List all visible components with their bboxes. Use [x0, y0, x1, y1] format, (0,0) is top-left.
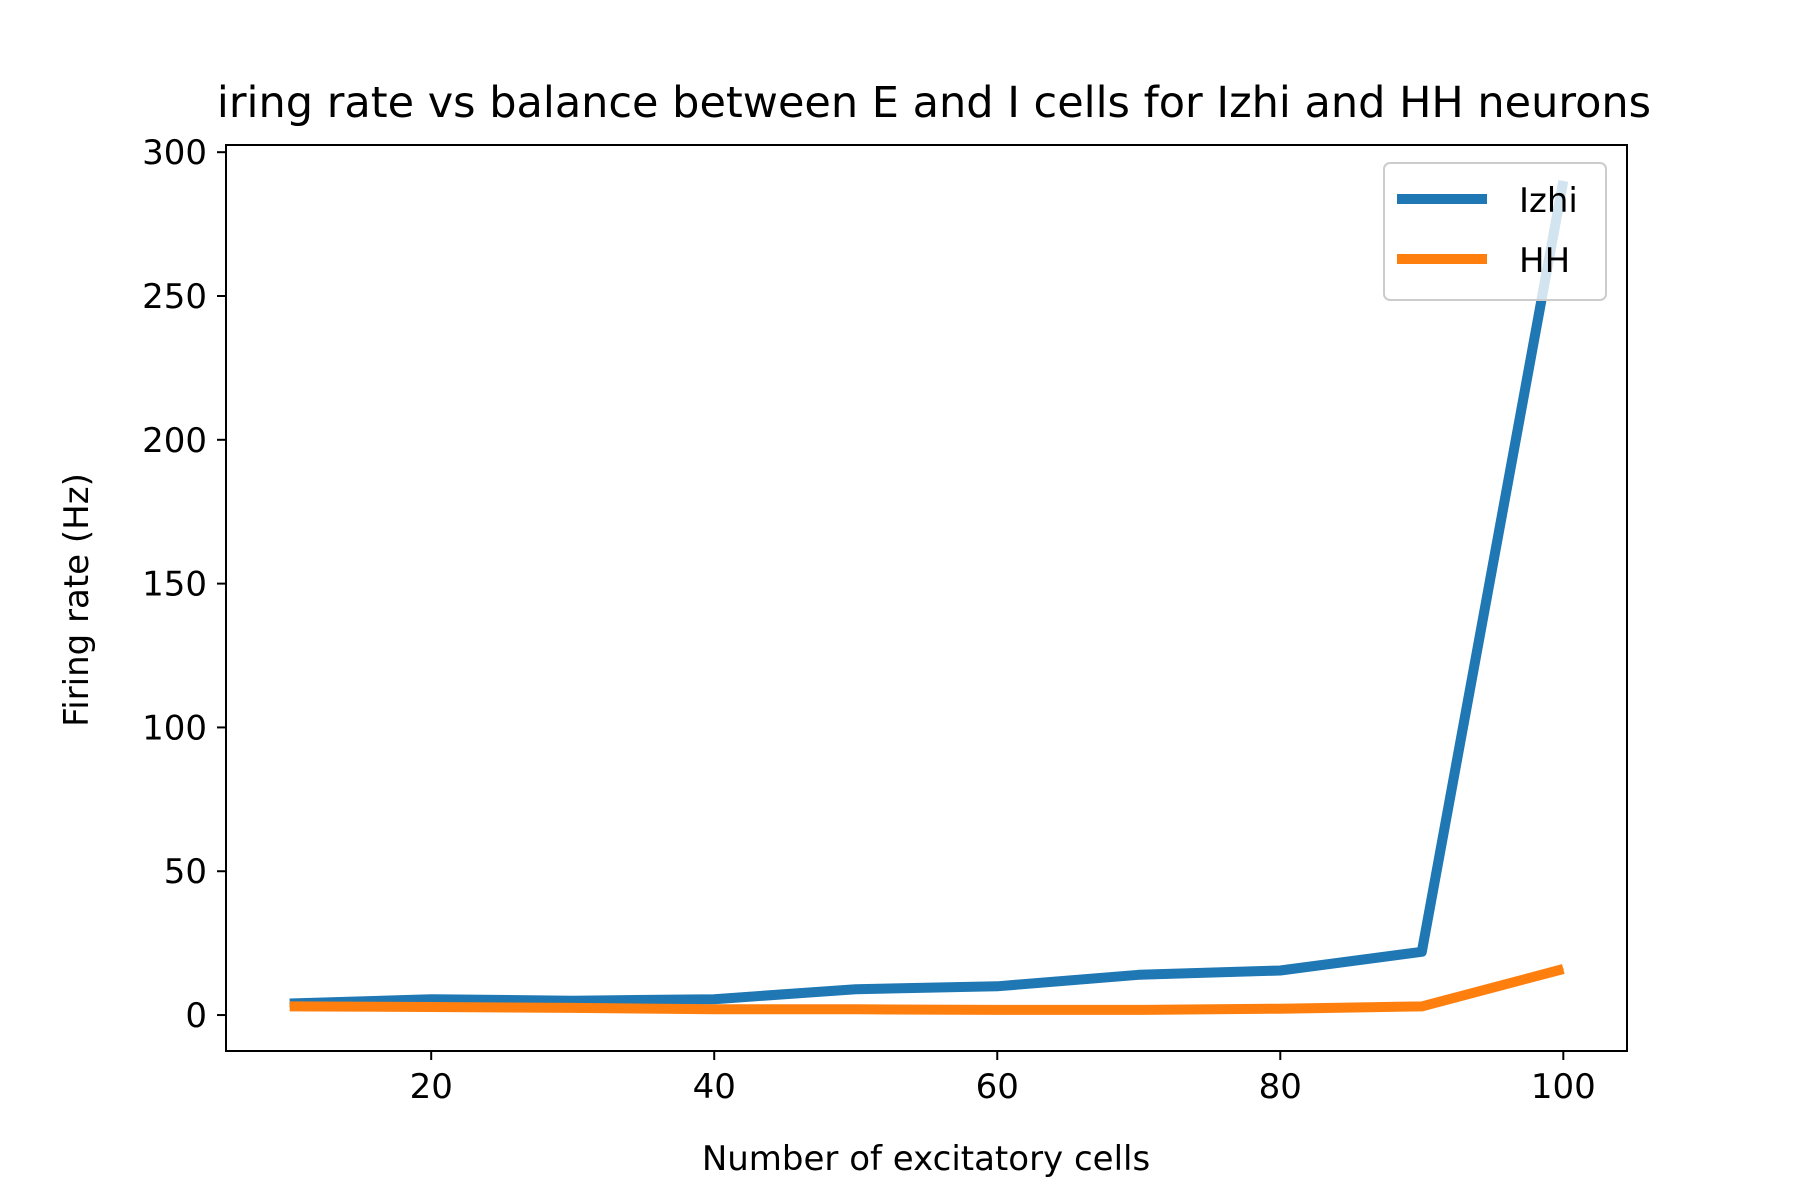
- x-axis-ticks: 20 40 60 80 100: [410, 1051, 1596, 1107]
- data-point-hh: [572, 1007, 574, 1009]
- y-tick-label: 50: [164, 852, 207, 892]
- y-tick-label: 200: [142, 421, 207, 461]
- chart-title: iring rate vs balance between E and I ce…: [217, 78, 1651, 128]
- y-axis-title: Firing rate (Hz): [57, 473, 97, 727]
- y-tick-label: 100: [142, 708, 207, 748]
- data-point-izhi: [713, 998, 715, 1000]
- legend: Izhi HH: [1383, 162, 1607, 301]
- data-point-izhi: [996, 985, 998, 987]
- data-point-hh: [1279, 1008, 1281, 1010]
- data-point-izhi: [855, 988, 857, 990]
- x-tick-label: 100: [1531, 1067, 1596, 1107]
- x-tick-label: 60: [976, 1067, 1019, 1107]
- legend-label-hh: HH: [1519, 241, 1570, 281]
- data-point-hh: [1138, 1009, 1140, 1011]
- data-point-izhi: [1421, 951, 1423, 953]
- data-point-hh: [289, 1005, 291, 1007]
- y-tick-label: 250: [142, 277, 207, 317]
- legend-label-izhi: Izhi: [1519, 181, 1578, 221]
- series-line-izhi: [289, 180, 1569, 1009]
- data-point-izhi: [430, 998, 432, 1000]
- x-tick-label: 80: [1259, 1067, 1302, 1107]
- y-axis-ticks: 0 50 100 150 200 250 300: [142, 133, 226, 1036]
- plot-frame: [225, 144, 1628, 1052]
- series-line-hh: [289, 964, 1565, 1015]
- y-tick-label: 300: [142, 133, 207, 173]
- y-tick-label: 150: [142, 565, 207, 605]
- data-point-hh: [713, 1008, 715, 1010]
- data-point-hh: [996, 1009, 998, 1011]
- data-point-izhi: [1138, 974, 1140, 976]
- x-tick-label: 40: [693, 1067, 736, 1107]
- x-axis-title: Number of excitatory cells: [702, 1139, 1150, 1179]
- data-point-hh: [430, 1006, 432, 1008]
- data-point-hh: [1421, 1005, 1423, 1007]
- data-point-hh: [1562, 968, 1564, 970]
- data-point-hh: [855, 1008, 857, 1010]
- data-point-izhi: [1279, 969, 1281, 971]
- y-tick-label: 0: [185, 996, 207, 1036]
- x-tick-label: 20: [410, 1067, 453, 1107]
- data-point-izhi: [572, 1000, 574, 1002]
